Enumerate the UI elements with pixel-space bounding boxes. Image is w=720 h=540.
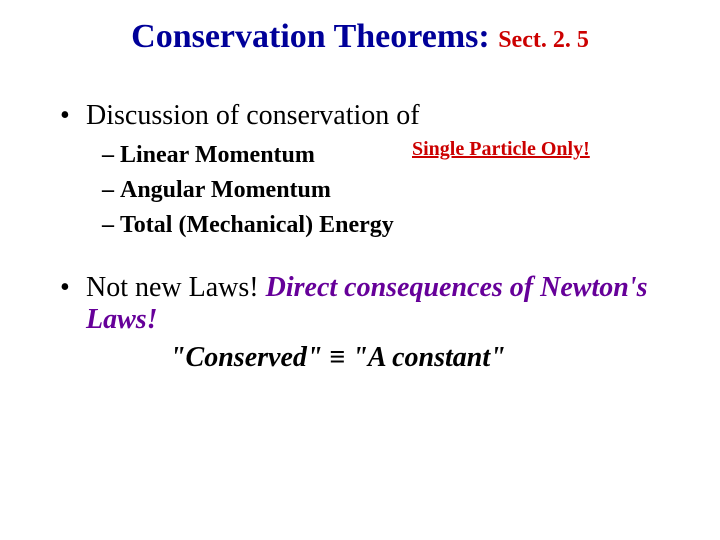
sub-item-1: –Linear Momentum bbox=[102, 138, 680, 173]
bullet-item-1: • Discussion of conservation of bbox=[60, 100, 680, 132]
conserved-definition: "Conserved" ≡ "A constant" bbox=[170, 342, 680, 374]
slide-title: Conservation Theorems: Sect. 2. 5 bbox=[0, 18, 720, 56]
bullet-dot-icon: • bbox=[60, 272, 86, 304]
dash-icon: – bbox=[102, 138, 120, 173]
conserved-right: "A constant" bbox=[352, 342, 505, 373]
annotation-text: Single Particle Only! bbox=[412, 138, 590, 161]
dash-icon: – bbox=[102, 208, 120, 243]
title-main-text: Conservation Theorems: bbox=[131, 18, 490, 55]
title-section-text: Sect. 2. 5 bbox=[498, 27, 589, 53]
dash-icon: – bbox=[102, 173, 120, 208]
sub-list-1: Single Particle Only! –Linear Momentum –… bbox=[102, 138, 680, 242]
bullet-1-text: Discussion of conservation of bbox=[86, 100, 680, 132]
sub-item-2-text: Angular Momentum bbox=[120, 177, 331, 203]
slide-body: • Discussion of conservation of Single P… bbox=[60, 100, 680, 374]
bullet-item-2: • Not new Laws! Direct consequences of N… bbox=[60, 272, 680, 374]
sub-item-2: –Angular Momentum bbox=[102, 173, 680, 208]
slide: Conservation Theorems: Sect. 2. 5 • Disc… bbox=[0, 0, 720, 540]
conserved-left: "Conserved" bbox=[170, 342, 322, 373]
sub-item-3: –Total (Mechanical) Energy bbox=[102, 208, 680, 243]
bullet-2-lead: Not new Laws! bbox=[86, 272, 259, 303]
bullet-dot-icon: • bbox=[60, 100, 86, 132]
sub-item-1-text: Linear Momentum bbox=[120, 142, 315, 168]
equiv-symbol-icon: ≡ bbox=[329, 342, 345, 373]
bullet-2-text: Not new Laws! Direct consequences of New… bbox=[86, 272, 680, 336]
sub-item-3-text: Total (Mechanical) Energy bbox=[120, 212, 394, 238]
